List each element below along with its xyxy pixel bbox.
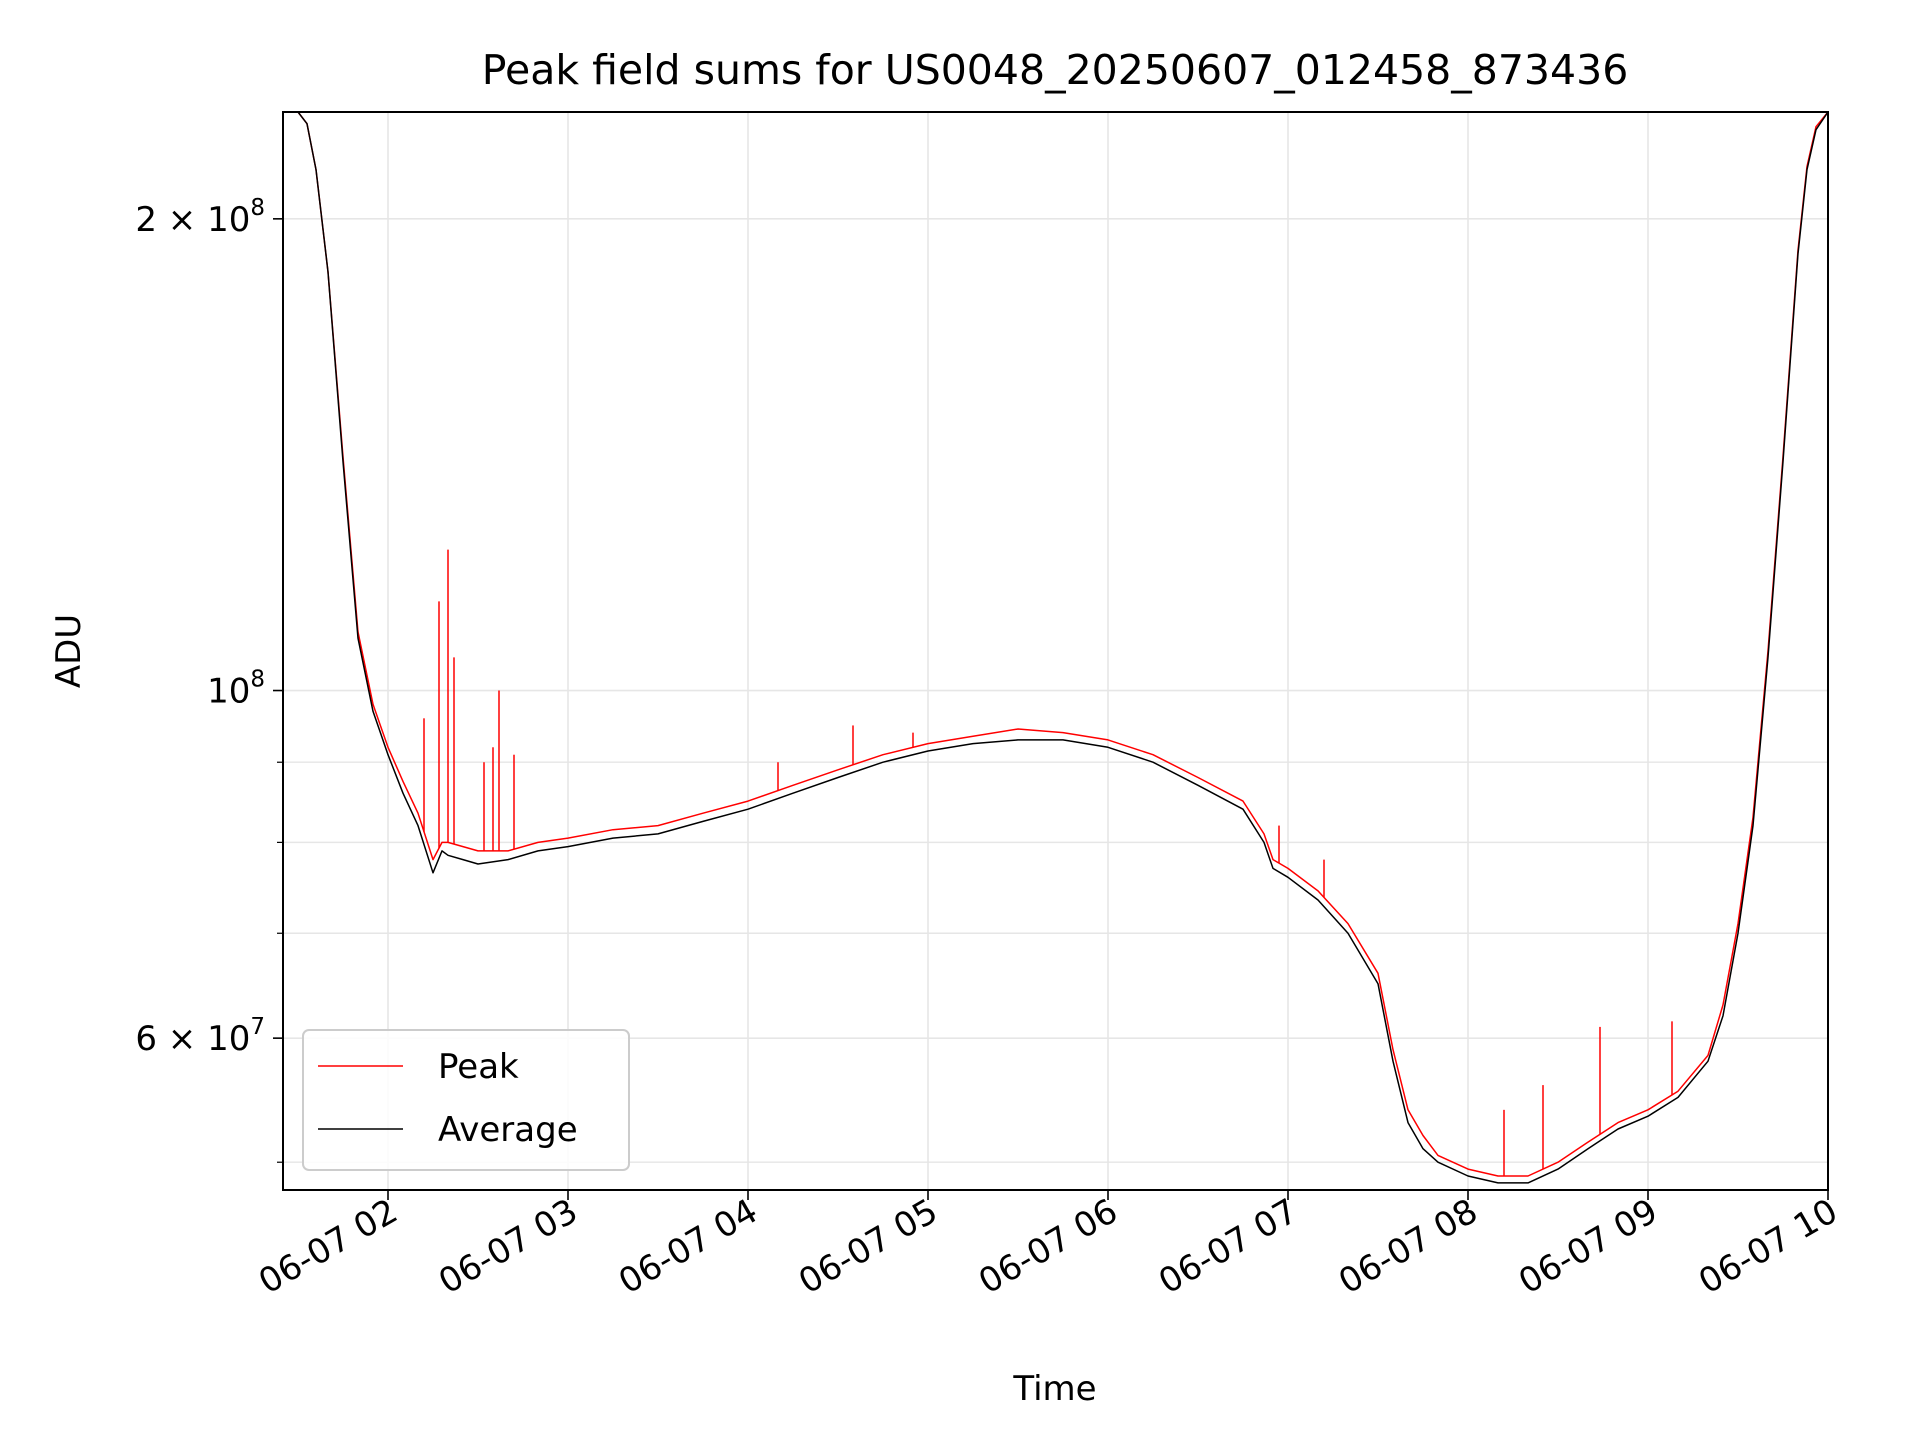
y-tick-label: 108 — [207, 667, 265, 712]
legend-label-average: Average — [438, 1110, 578, 1150]
chart-title: Peak field sums for US0048_20250607_0124… — [482, 46, 1629, 94]
x-axis-title: Time — [1012, 1369, 1096, 1409]
y-tick-label-exponent: 8 — [250, 195, 265, 221]
series-line-average — [283, 111, 1829, 1184]
y-tick-label-exponent: 7 — [250, 1014, 265, 1040]
series-lines — [283, 111, 1829, 1184]
y-tick-label-exponent: 8 — [250, 667, 265, 693]
y-tick-label-mantissa: 10 — [207, 672, 250, 712]
plot-area-frame — [282, 111, 1829, 1191]
y-tick-label-mantissa: 2 × 10 — [135, 200, 250, 240]
y-axis-title: ADU — [49, 614, 89, 688]
series-line-peak — [283, 111, 1829, 1177]
legend-label-peak: Peak — [438, 1047, 519, 1087]
legend: Peak Average — [302, 1029, 630, 1171]
legend-box — [302, 1029, 630, 1171]
y-tick-label-mantissa: 6 × 10 — [135, 1019, 250, 1059]
y-tick-label: 2 × 108 — [135, 195, 265, 240]
y-tick-label: 6 × 107 — [135, 1014, 265, 1059]
